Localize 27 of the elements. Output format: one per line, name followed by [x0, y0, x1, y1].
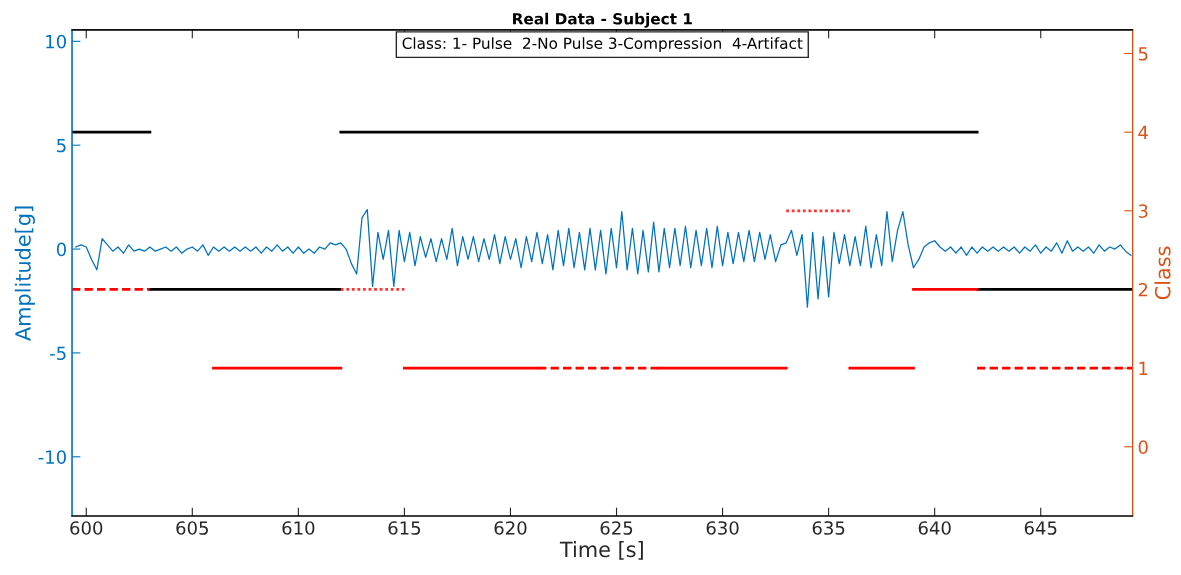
x-tick-label: 645 [1024, 521, 1057, 535]
x-tick-label: 635 [812, 521, 845, 535]
y-tick-label: 0 [56, 242, 66, 257]
x-tick-label: 600 [70, 521, 103, 535]
y2-tick-label: 4 [1138, 125, 1148, 140]
y2-tick-label: 2 [1138, 282, 1148, 297]
y-tick-label: -5 [50, 346, 66, 361]
annotation: Class: 1- Pulse 2-No Pulse 3-Compression 4-Artifact [402, 37, 803, 52]
y-tick-label: 10 [46, 34, 66, 49]
line-series [75, 208, 1132, 308]
x-tick-label: 620 [494, 521, 527, 535]
y2-axis-title: Class [1154, 246, 1171, 300]
y-axis-title: Amplitude[g] [14, 206, 35, 341]
y-tick-label: 5 [57, 138, 66, 153]
x-tick-label: 640 [918, 521, 951, 535]
x-tick-label: 630 [706, 521, 739, 535]
x-tick-label: 610 [282, 521, 315, 535]
x-tick-label: 625 [600, 521, 633, 535]
y-tick-label: -10 [38, 450, 66, 464]
y2-tick-label: 5 [1138, 47, 1148, 61]
x-tick-label: 615 [388, 521, 421, 535]
y2-tick-label: 1 [1139, 361, 1148, 375]
chart-title: Real Data - Subject 1 [513, 12, 692, 28]
y2-tick-label: 3 [1138, 204, 1148, 218]
y2-tick-label: 0 [1138, 440, 1148, 454]
x-tick-label: 605 [176, 521, 208, 535]
x-axis-title: Time [s] [559, 541, 643, 560]
